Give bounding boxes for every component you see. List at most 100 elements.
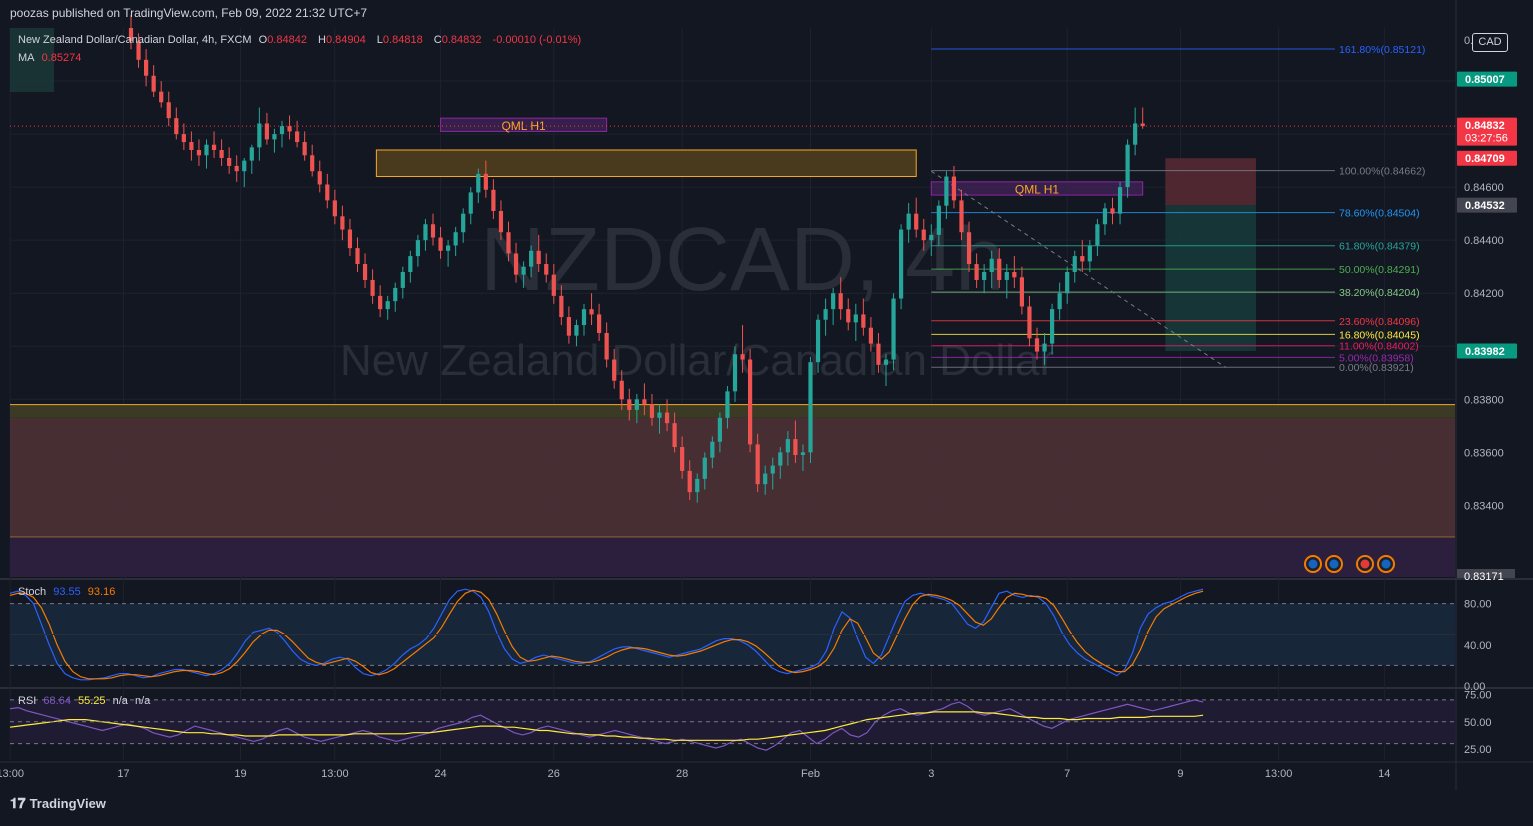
change-value: -0.00010 (-0.01%) (492, 34, 582, 46)
candle-body (393, 287, 398, 302)
candle-body (461, 213, 466, 233)
stoch-tick-label: 40.00 (1464, 640, 1492, 652)
candle-body (166, 102, 171, 119)
candle-body (1004, 272, 1009, 280)
candle-body (446, 245, 451, 251)
event-flag-fill (1381, 559, 1391, 569)
ma-legend[interactable]: MA 0.85274 (18, 52, 85, 64)
brand-name: TradingView (29, 796, 106, 811)
grid (0, 0, 1533, 790)
time-tick-label: 13:00 (1265, 768, 1293, 780)
candle-body (1065, 272, 1070, 294)
candle-body (612, 359, 617, 381)
candle-body (1140, 123, 1145, 127)
candle-body (272, 134, 277, 140)
candle-body (906, 213, 911, 230)
candle-body (355, 248, 360, 265)
candle-body (211, 144, 217, 150)
candle-body (982, 272, 987, 280)
stoch-title: Stoch (18, 586, 47, 598)
candle-body (1034, 338, 1040, 352)
ma-label: MA (18, 52, 35, 64)
candle-body (378, 295, 383, 310)
ohlc-close: C0.84832 (434, 34, 486, 46)
high-label: H (318, 34, 326, 46)
event-flag-fill (1329, 559, 1339, 569)
watermark-layer: NZDCAD, 4h New Zealand Dollar/Canadian D… (340, 210, 1054, 385)
symbol-legend[interactable]: New Zealand Dollar/Canadian Dollar, 4h, … (18, 34, 585, 46)
open-value: 0.84842 (267, 34, 307, 46)
tradingview-brand[interactable]: 𝟏𝟕 TradingView (10, 795, 106, 812)
time-tick-label: 13:00 (321, 768, 349, 780)
candle-body (521, 266, 526, 275)
stoch-legend[interactable]: Stoch 93.55 93.16 (18, 586, 119, 598)
candle-body (702, 457, 707, 479)
candle-body (627, 399, 632, 410)
candle-body (295, 131, 300, 143)
candle-body (174, 118, 179, 135)
candle-body (717, 417, 722, 442)
candle-body (1050, 309, 1055, 344)
candle-body (1072, 256, 1077, 272)
high-value: 0.84904 (325, 34, 366, 46)
candle-body (1012, 272, 1017, 278)
time-tick-label: 13:00 (0, 768, 24, 780)
candle-body (476, 173, 481, 193)
candle-body (838, 293, 843, 310)
stoch-tick-label: 0.00 (1464, 681, 1485, 693)
price-tag-partial-bg (1457, 569, 1515, 578)
candle-body (438, 237, 443, 251)
currency-button[interactable]: CAD (1472, 33, 1508, 52)
candle-body (770, 465, 775, 474)
price-tick-label: 0.84600 (1464, 182, 1504, 194)
candle-body (257, 123, 262, 148)
stoch-series-line (9, 589, 1204, 680)
candle-body (249, 147, 254, 161)
candle-body (785, 439, 790, 453)
candle-body (400, 272, 405, 288)
candle-body (619, 380, 624, 400)
time-tick-label: 19 (234, 768, 246, 780)
rsi-tick-label: 75.00 (1464, 689, 1492, 701)
candle-body (748, 359, 753, 445)
price-tick-label: 0.84200 (1464, 288, 1504, 300)
candle-body (936, 205, 941, 235)
candle-body (861, 314, 866, 328)
candle-body (1095, 224, 1100, 246)
qml-box (440, 117, 608, 132)
candle-body (793, 439, 798, 455)
close-value: 0.84832 (441, 34, 482, 46)
candle-body (853, 314, 858, 323)
position-target-zone (1165, 205, 1256, 352)
candle-body (1133, 123, 1138, 145)
rsi-legend[interactable]: RSI 68.64 55.25 n/a n/a (18, 695, 154, 707)
watermark-name: New Zealand Dollar/Canadian Dollar (340, 336, 1054, 385)
low-label: L (376, 34, 383, 46)
price-tag-label: 0.84532 (1465, 200, 1505, 212)
candle-body (695, 478, 700, 493)
close-label: C (433, 34, 442, 46)
ohlc-open: O0.84842 (259, 34, 311, 46)
price-axis: 0.83400 0.83600 0.83800 0.84200 0.84400 0.846… (1457, 35, 1517, 583)
candle-body (544, 264, 549, 275)
rsi-ma-value: 55.25 (78, 695, 106, 707)
candle-body (159, 91, 164, 103)
candle-body (710, 441, 715, 458)
candle-body (581, 309, 587, 326)
candle-body (1042, 343, 1047, 352)
fib-level-label: 161.80%(0.85121) (1339, 44, 1425, 56)
candle-body (317, 171, 322, 185)
fib-level-label: 78.60%(0.84504) (1339, 208, 1420, 220)
candle-body (498, 211, 504, 233)
candle-body (234, 165, 239, 172)
time-tick-label: 9 (1177, 768, 1183, 780)
candle-body (219, 150, 224, 158)
time-tick-label: 17 (117, 768, 129, 780)
candle-body (362, 264, 368, 280)
time-axis: 13:00 17 19 13:00 24 26 28 Feb 3 7 9 13:00 14 (0, 768, 1390, 780)
candle-body (468, 192, 473, 214)
time-tick-label: 14 (1378, 768, 1390, 780)
candle-body (921, 229, 926, 241)
